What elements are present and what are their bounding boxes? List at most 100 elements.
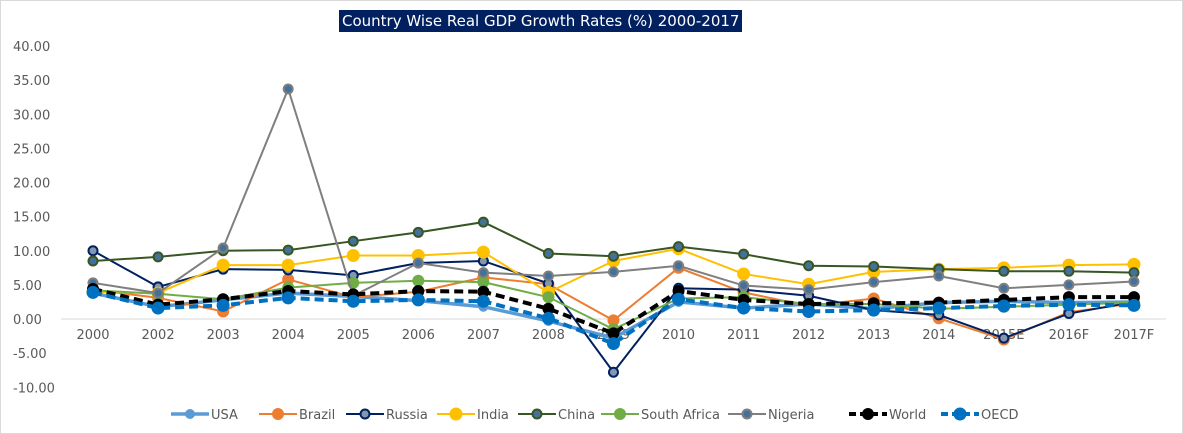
data-point bbox=[673, 241, 685, 253]
data-point bbox=[216, 258, 230, 272]
x-tick-label: 2013 bbox=[857, 328, 890, 343]
data-point bbox=[346, 294, 360, 308]
data-point bbox=[152, 287, 164, 299]
data-point bbox=[346, 249, 360, 263]
data-point bbox=[802, 304, 816, 318]
data-point bbox=[282, 83, 294, 95]
data-point bbox=[412, 274, 425, 287]
x-tick-label: 2011 bbox=[727, 328, 760, 343]
data-point bbox=[477, 276, 490, 289]
x-tick-label: 2003 bbox=[207, 328, 240, 343]
data-point bbox=[672, 292, 686, 306]
data-point bbox=[1128, 267, 1140, 279]
series-oecd bbox=[86, 285, 1141, 351]
legend-label: India bbox=[477, 408, 509, 423]
x-tick-label: 2014 bbox=[922, 328, 955, 343]
data-point bbox=[803, 260, 815, 272]
legend-item: OECD bbox=[941, 407, 1019, 423]
data-point bbox=[347, 235, 359, 247]
y-tick-label: 40.00 bbox=[13, 40, 50, 55]
x-tick-label: 2016F bbox=[1049, 328, 1090, 343]
y-tick-label: 15.00 bbox=[13, 211, 50, 226]
legend-marker bbox=[741, 408, 753, 420]
legend-marker bbox=[531, 408, 543, 420]
data-point bbox=[477, 267, 489, 279]
legend-marker bbox=[862, 408, 874, 420]
data-point bbox=[412, 257, 424, 269]
legend-label: China bbox=[558, 408, 595, 423]
x-tick-label: 2012 bbox=[792, 328, 825, 343]
data-point bbox=[998, 282, 1010, 294]
data-point bbox=[151, 301, 165, 315]
y-tick-label: 0.00 bbox=[13, 313, 42, 328]
chart-title: Country Wise Real GDP Growth Rates (%) 2… bbox=[339, 10, 743, 32]
legend-item: Brazil bbox=[259, 408, 335, 423]
y-tick-label: 25.00 bbox=[13, 142, 50, 157]
data-point bbox=[737, 301, 751, 315]
legend-label: World bbox=[889, 408, 926, 423]
y-tick-label: -10.00 bbox=[13, 381, 55, 396]
data-point bbox=[281, 258, 295, 272]
y-tick-label: 5.00 bbox=[13, 279, 42, 294]
data-point bbox=[216, 298, 230, 312]
data-point bbox=[738, 248, 750, 260]
data-point bbox=[412, 226, 424, 238]
legend-item: USA bbox=[171, 408, 238, 423]
data-point bbox=[998, 265, 1010, 277]
x-tick-label: 2008 bbox=[532, 328, 565, 343]
data-point bbox=[477, 216, 489, 228]
data-point bbox=[998, 332, 1010, 344]
legend-item: China bbox=[518, 408, 595, 423]
legend-marker bbox=[272, 408, 284, 420]
legend-item: India bbox=[437, 407, 509, 423]
y-tick-label: 35.00 bbox=[13, 74, 50, 89]
data-point bbox=[673, 260, 685, 272]
data-point bbox=[152, 251, 164, 263]
legend-marker bbox=[359, 408, 371, 420]
legend-marker bbox=[185, 409, 195, 419]
data-point bbox=[607, 327, 620, 340]
legend-label: Nigeria bbox=[768, 408, 815, 423]
data-point bbox=[803, 284, 815, 296]
series-line bbox=[92, 290, 1134, 346]
y-tick-label: -5.00 bbox=[13, 347, 47, 362]
x-tick-label: 2002 bbox=[142, 328, 175, 343]
data-point bbox=[932, 301, 946, 315]
data-point bbox=[1128, 275, 1140, 287]
data-point bbox=[1063, 279, 1075, 291]
data-point bbox=[217, 242, 229, 254]
data-point bbox=[476, 294, 490, 308]
y-tick-label: 30.00 bbox=[13, 108, 50, 123]
data-point bbox=[607, 266, 619, 278]
data-point bbox=[87, 245, 99, 257]
legend-label: USA bbox=[211, 408, 238, 423]
data-point bbox=[476, 245, 490, 259]
y-tick-label: 10.00 bbox=[13, 245, 50, 260]
data-point bbox=[1062, 298, 1076, 312]
data-point bbox=[737, 267, 751, 281]
x-tick-label: 2004 bbox=[272, 328, 305, 343]
data-point bbox=[542, 270, 554, 282]
data-point bbox=[282, 244, 294, 256]
data-point bbox=[933, 270, 945, 282]
data-point bbox=[542, 291, 555, 304]
legend-label: OECD bbox=[981, 408, 1019, 423]
legend-item: South Africa bbox=[601, 408, 720, 423]
data-point bbox=[86, 285, 100, 299]
data-point bbox=[738, 280, 750, 292]
x-tick-label: 2007 bbox=[467, 328, 500, 343]
data-point bbox=[607, 366, 619, 378]
data-point bbox=[87, 255, 99, 267]
legend-marker bbox=[614, 408, 626, 420]
legend-item: Russia bbox=[346, 408, 428, 423]
data-point bbox=[868, 276, 880, 288]
legend-item: Nigeria bbox=[728, 408, 815, 423]
data-point bbox=[281, 291, 295, 305]
data-point bbox=[542, 247, 554, 259]
data-point bbox=[1063, 265, 1075, 277]
x-tick-label: 2005 bbox=[337, 328, 370, 343]
data-point bbox=[606, 337, 620, 351]
data-point bbox=[997, 299, 1011, 313]
